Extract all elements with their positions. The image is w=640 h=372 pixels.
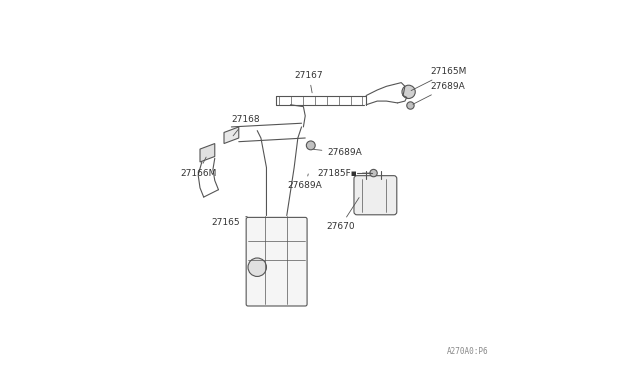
FancyBboxPatch shape [354,176,397,215]
Text: 27165M: 27165M [411,67,467,91]
Polygon shape [200,144,215,162]
Text: 27689A: 27689A [314,148,362,157]
Text: 27168: 27168 [232,115,260,136]
Text: 27185F▪: 27185F▪ [317,169,371,177]
Polygon shape [224,127,239,144]
Circle shape [307,141,316,150]
Text: 27689A: 27689A [413,82,465,104]
Circle shape [370,169,377,177]
FancyBboxPatch shape [246,217,307,306]
Text: 27166M: 27166M [180,157,216,177]
Circle shape [407,102,414,109]
Text: 27167: 27167 [294,71,323,93]
Circle shape [402,85,415,99]
Text: A270A0:P6: A270A0:P6 [446,347,488,356]
Text: 27689A: 27689A [288,174,323,190]
Text: 27670: 27670 [326,198,359,231]
Text: 27165: 27165 [212,217,247,227]
Circle shape [248,258,266,276]
